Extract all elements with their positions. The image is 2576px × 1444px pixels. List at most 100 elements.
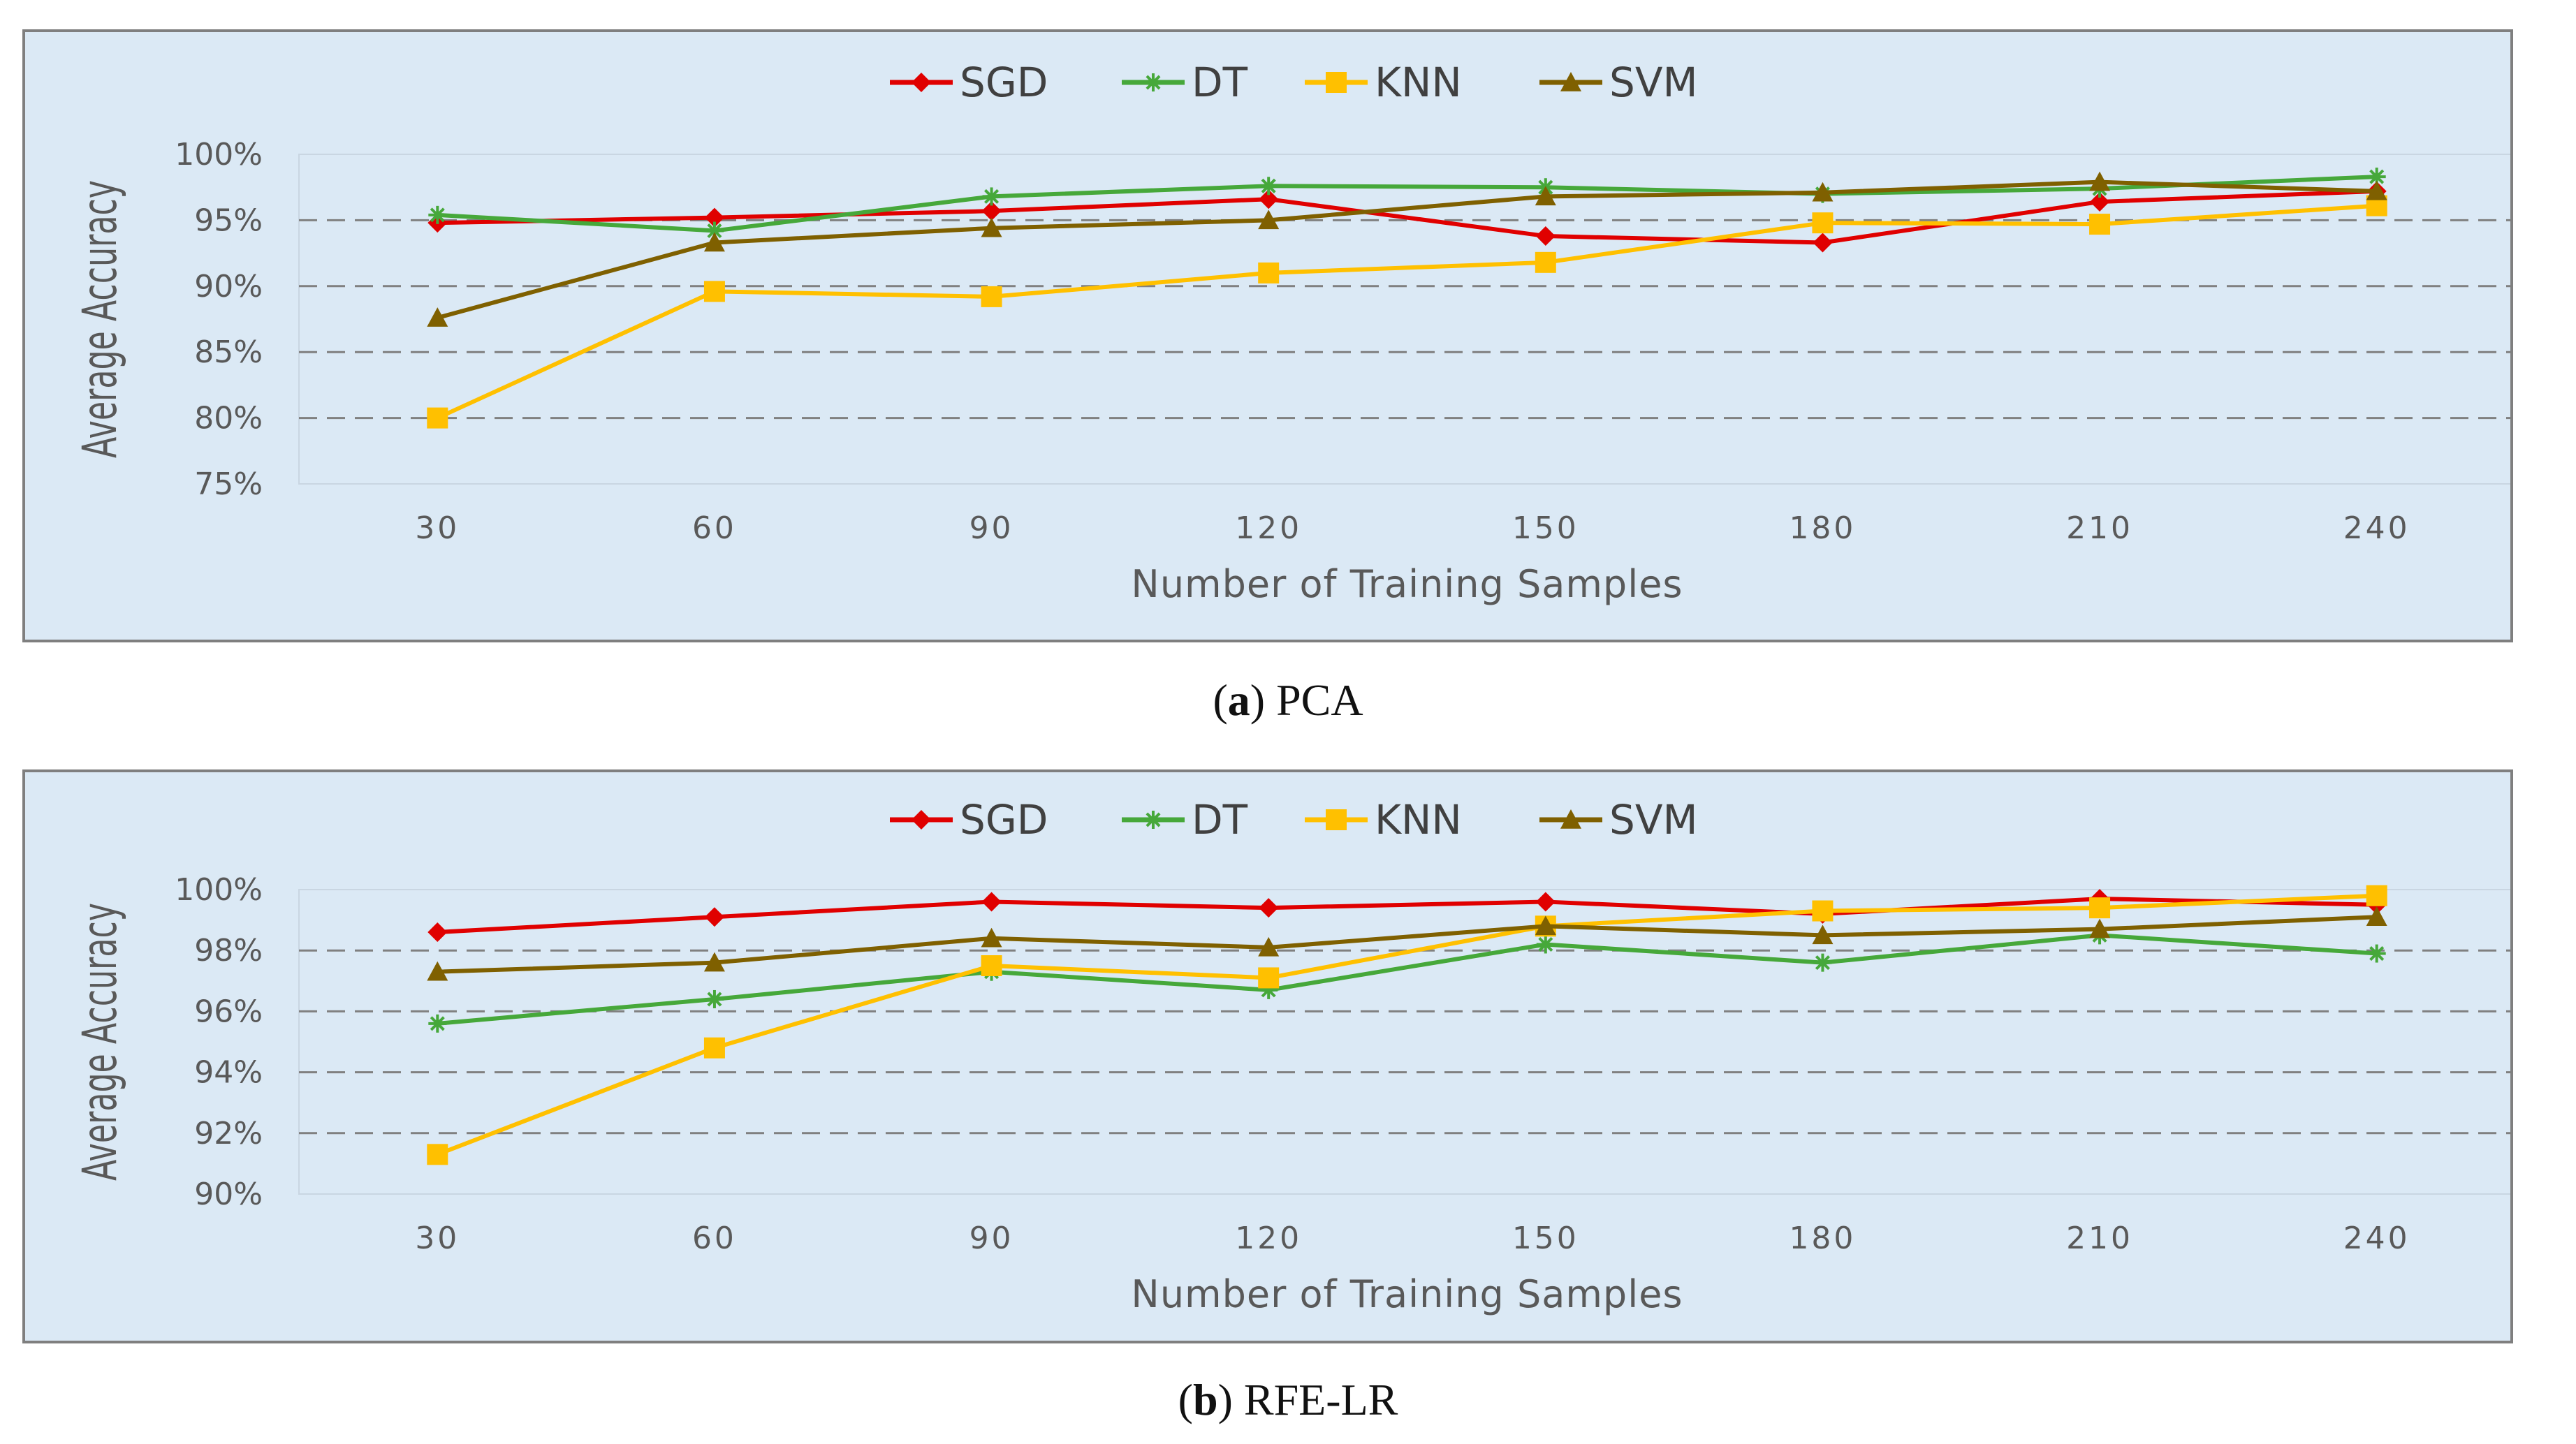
- data-point-svm: [981, 217, 1002, 237]
- y-axis-title: Average Accuracy: [73, 903, 128, 1181]
- legend-label: SGD: [960, 59, 1048, 106]
- x-tick-label: 30: [415, 510, 460, 546]
- data-point-svm: [1258, 936, 1280, 957]
- caption-text: RFE-LR: [1243, 1375, 1398, 1424]
- legend-marker: [912, 810, 931, 830]
- data-point-knn: [703, 281, 725, 302]
- series-line-sgd: [437, 897, 2377, 935]
- legend-label: KNN: [1375, 59, 1462, 106]
- plot-area: [298, 154, 2510, 485]
- plot-area: [298, 889, 2510, 1195]
- y-tick-label: 90%: [194, 1177, 263, 1212]
- data-point-knn: [2089, 897, 2111, 919]
- data-point-sgd: [981, 892, 1002, 912]
- data-point-svm: [2366, 180, 2387, 200]
- series-line-knn: [437, 203, 2377, 420]
- data-point-dt: [1536, 935, 1555, 954]
- y-tick-label: 92%: [194, 1116, 263, 1151]
- x-tick-label: 240: [2343, 510, 2410, 546]
- data-point-sgd: [427, 922, 448, 943]
- data-point-svm: [427, 307, 448, 327]
- y-tick-label: 90%: [194, 269, 263, 304]
- data-point-dt: [1259, 177, 1278, 196]
- data-point-svm: [703, 232, 725, 252]
- caption-label: a: [1227, 675, 1250, 725]
- x-tick-label: 120: [1235, 510, 1302, 546]
- data-point-dt: [428, 205, 447, 224]
- legend-marker: [912, 73, 931, 92]
- data-point-knn: [703, 1037, 725, 1059]
- series-line-knn: [437, 893, 2377, 1157]
- series-line-sgd: [437, 189, 2377, 245]
- series-line-dt: [437, 175, 2377, 233]
- data-point-dt: [1813, 953, 1832, 972]
- data-point-svm: [2089, 918, 2111, 938]
- y-tick-label: 85%: [194, 334, 263, 370]
- x-tick-label: 60: [692, 510, 737, 546]
- data-point-knn: [1535, 251, 1556, 273]
- legend-label: SVM: [1609, 796, 1698, 843]
- chart-panel-pca: 75% 80% 85% 90% 95% 100% 30 60 90 120 150 180 210 240…: [22, 29, 2513, 642]
- data-point-sgd: [981, 201, 1002, 221]
- x-tick-label: 150: [1512, 510, 1579, 546]
- data-point-svm: [981, 927, 1002, 948]
- data-point-svm: [1258, 209, 1280, 230]
- legend-label: DT: [1192, 59, 1248, 106]
- legend-item-knn: KNN: [1305, 59, 1462, 106]
- data-point-knn: [1812, 212, 1834, 234]
- data-point-knn: [2366, 885, 2387, 906]
- y-tick-label: 100%: [175, 137, 263, 172]
- data-point-knn: [981, 955, 1002, 976]
- data-point-sgd: [1259, 189, 1279, 209]
- data-point-svm: [1812, 924, 1834, 945]
- data-point-svm: [1535, 186, 1556, 206]
- legend-marker: [1326, 809, 1347, 830]
- legend-marker: [1144, 811, 1162, 829]
- y-tick-label: 94%: [194, 1055, 263, 1091]
- data-point-svm: [2366, 906, 2387, 926]
- x-tick-label: 60: [692, 1221, 737, 1256]
- legend-marker: [1144, 73, 1162, 91]
- legend-marker: [1326, 72, 1347, 93]
- data-point-svm: [427, 961, 448, 981]
- data-point-dt: [2367, 944, 2386, 963]
- legend-item-dt: DT: [1122, 59, 1248, 106]
- y-tick-label: 96%: [194, 994, 263, 1029]
- data-point-sgd: [2090, 191, 2110, 212]
- caption-text: PCA: [1276, 675, 1363, 725]
- data-point-sgd: [1259, 898, 1279, 918]
- data-point-knn: [1812, 900, 1834, 922]
- data-point-sgd: [1535, 892, 1556, 912]
- y-tick-label: 75%: [194, 466, 263, 502]
- data-point-knn: [981, 286, 1002, 307]
- caption-rfe-lr: (b) RFE-LR: [1178, 1375, 1398, 1424]
- x-tick-label: 150: [1512, 1221, 1579, 1256]
- y-tick-label: 95%: [194, 202, 263, 238]
- series-line-svm: [437, 179, 2377, 321]
- data-point-dt: [428, 1014, 447, 1033]
- x-tick-label: 90: [969, 1221, 1014, 1256]
- x-tick-label: 210: [2066, 1221, 2133, 1256]
- data-point-dt: [982, 187, 1001, 206]
- x-tick-label: 180: [1789, 510, 1856, 546]
- data-point-sgd: [704, 907, 724, 927]
- legend-item-svm: SVM: [1539, 59, 1698, 106]
- x-axis-title: Number of Training Samples: [1131, 1272, 1683, 1316]
- legend-marker: [1560, 72, 1581, 91]
- data-point-knn: [2089, 214, 2111, 235]
- y-tick-label: 100%: [175, 872, 263, 908]
- x-tick-label: 240: [2343, 1221, 2410, 1256]
- caption-label: b: [1192, 1375, 1218, 1424]
- y-axis-title: Average Accuracy: [73, 180, 128, 458]
- data-point-sgd: [1535, 226, 1556, 246]
- series-line-svm: [437, 915, 2377, 974]
- data-point-svm: [2089, 171, 2111, 191]
- x-tick-label: 180: [1789, 1221, 1856, 1256]
- x-axis-title: Number of Training Samples: [1131, 562, 1683, 606]
- data-point-knn: [1258, 262, 1280, 283]
- data-point-knn: [1258, 967, 1280, 989]
- legend-item-sgd: SGD: [890, 796, 1048, 843]
- data-point-dt: [2367, 168, 2386, 186]
- legend-label: KNN: [1375, 796, 1462, 843]
- x-tick-label: 30: [415, 1221, 460, 1256]
